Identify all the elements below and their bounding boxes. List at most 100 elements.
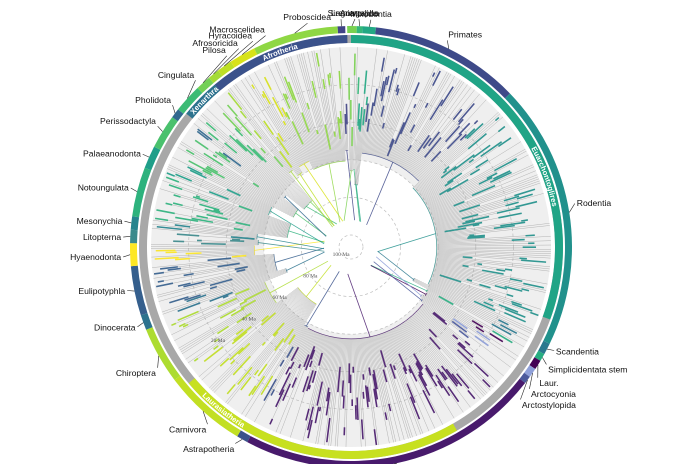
range-bars	[205, 121, 267, 163]
order-label-primates: Primates	[448, 30, 482, 40]
time-tick-labels: 100 Ma 80 Ma 60 Ma 40 Ma 20 Ma	[211, 252, 350, 344]
stem-line	[377, 251, 414, 280]
stem-line	[347, 273, 371, 338]
range-bars	[471, 320, 504, 343]
range-bars	[154, 249, 247, 261]
branch-lines	[177, 140, 299, 218]
order-leader-line	[235, 439, 243, 444]
order-label-carnivora: Carnivora	[169, 425, 206, 435]
order-arc-scandentia	[538, 340, 550, 355]
range-bars	[451, 320, 469, 339]
order-leader-line	[123, 254, 131, 258]
branch-lines	[197, 108, 309, 210]
order-leader-line	[157, 125, 163, 132]
stem-line	[328, 163, 341, 223]
order-leader-line	[213, 48, 239, 75]
order-label-perissodactyla: Perissodactyla	[100, 116, 156, 126]
branch-lines	[412, 278, 530, 342]
stem-line	[299, 173, 335, 227]
time-circle	[301, 197, 401, 297]
order-arc-rodentia	[504, 93, 572, 344]
order-label-hyracoidea: Hyracoidea	[209, 30, 253, 40]
stem-line	[269, 260, 329, 294]
order-leader-line	[546, 348, 555, 351]
order-arc-primates	[375, 27, 510, 99]
branch-lines	[214, 100, 312, 204]
order-leader-line	[520, 379, 528, 400]
branch-lines	[354, 70, 368, 185]
stem-line	[370, 264, 428, 292]
range-bars	[203, 312, 296, 397]
order-arc-arctocyonia	[524, 365, 536, 377]
order-label-eulipotyphla: Eulipotyphla	[78, 286, 125, 296]
order-label-proboscidea: Proboscidea	[283, 12, 331, 22]
order-arc-chiroptera	[146, 327, 181, 381]
order-leader-line	[127, 290, 135, 292]
order-label-laur-: Laur.	[539, 378, 558, 388]
range-bars	[357, 70, 369, 132]
order-label-afrosoricida: Afrosoricida	[192, 38, 238, 48]
order-label-mesonychia: Mesonychia	[77, 216, 123, 226]
order-leader-line	[529, 372, 533, 389]
stem-line	[306, 206, 337, 225]
range-bars	[171, 288, 267, 362]
order-arc-litopterna	[130, 229, 138, 244]
range-bars	[173, 233, 245, 245]
range-bars	[269, 311, 491, 446]
order-arc-hyaenodonta	[130, 243, 138, 267]
stem-line	[254, 240, 325, 251]
order-arc-sirenia	[337, 26, 346, 34]
order-label-mixodontia: Mixodontia	[350, 9, 392, 19]
range-bars	[222, 104, 284, 168]
order-label-scandentia: Scandentia	[556, 346, 599, 356]
stem-line	[346, 150, 356, 221]
stem-line	[366, 162, 394, 226]
order-leader-line	[202, 55, 228, 83]
stem-line	[286, 251, 325, 271]
range-bars	[227, 92, 262, 140]
stem-line	[303, 163, 344, 222]
stem-line	[373, 261, 423, 301]
order-arc-macroscelidea	[230, 48, 258, 68]
order-label-rodentia: Rodentia	[577, 198, 612, 208]
range-bars	[156, 224, 255, 240]
order-label-astrapotheria: Astrapotheria	[183, 444, 234, 454]
stem-line	[290, 171, 333, 228]
time-tick-label: 100 Ma	[333, 252, 351, 258]
order-leader-line	[569, 203, 576, 213]
time-tick-label: 60 Ma	[272, 295, 287, 301]
order-leader-line	[202, 411, 208, 425]
superorder-arc-xenarthra	[186, 84, 220, 119]
order-label-palaeanodonta: Palaeanodonta	[83, 148, 141, 158]
order-leader-line	[224, 40, 254, 67]
range-bars	[438, 295, 513, 344]
stem-line	[256, 236, 325, 250]
order-arcs	[130, 25, 572, 464]
branch-lines	[425, 292, 519, 357]
order-leader-line	[157, 355, 159, 368]
branch-lines	[227, 87, 293, 173]
order-leader-line	[447, 40, 450, 49]
range-bars	[196, 128, 242, 167]
order-label-arctocyonia: Arctocyonia	[531, 389, 576, 399]
stem-line	[305, 271, 340, 327]
superorder-arc-afrotheria	[214, 35, 348, 91]
order-arc-perissodactyla	[154, 117, 178, 150]
order-arc-eulipotyphla	[130, 265, 148, 316]
range-bars	[185, 139, 260, 188]
branch-arc	[307, 303, 424, 340]
order-arc-afrosoricida	[208, 70, 223, 84]
order-label-sirenia: Sirenia	[328, 8, 355, 18]
order-label-simplicidentata-stem: Simplicidentata stem	[548, 364, 627, 374]
stem-line	[355, 184, 362, 222]
time-tick-label: 80 Ma	[303, 273, 318, 279]
range-bars	[365, 57, 479, 162]
range-bars	[177, 291, 233, 312]
order-leader-line	[241, 35, 266, 55]
order-arc-simplicidentata-stem	[534, 350, 545, 361]
order-arc-lagomorpha	[347, 25, 357, 34]
branch-lines	[268, 48, 346, 170]
branch-lines	[412, 111, 551, 334]
order-arc-pholidota	[172, 109, 184, 122]
